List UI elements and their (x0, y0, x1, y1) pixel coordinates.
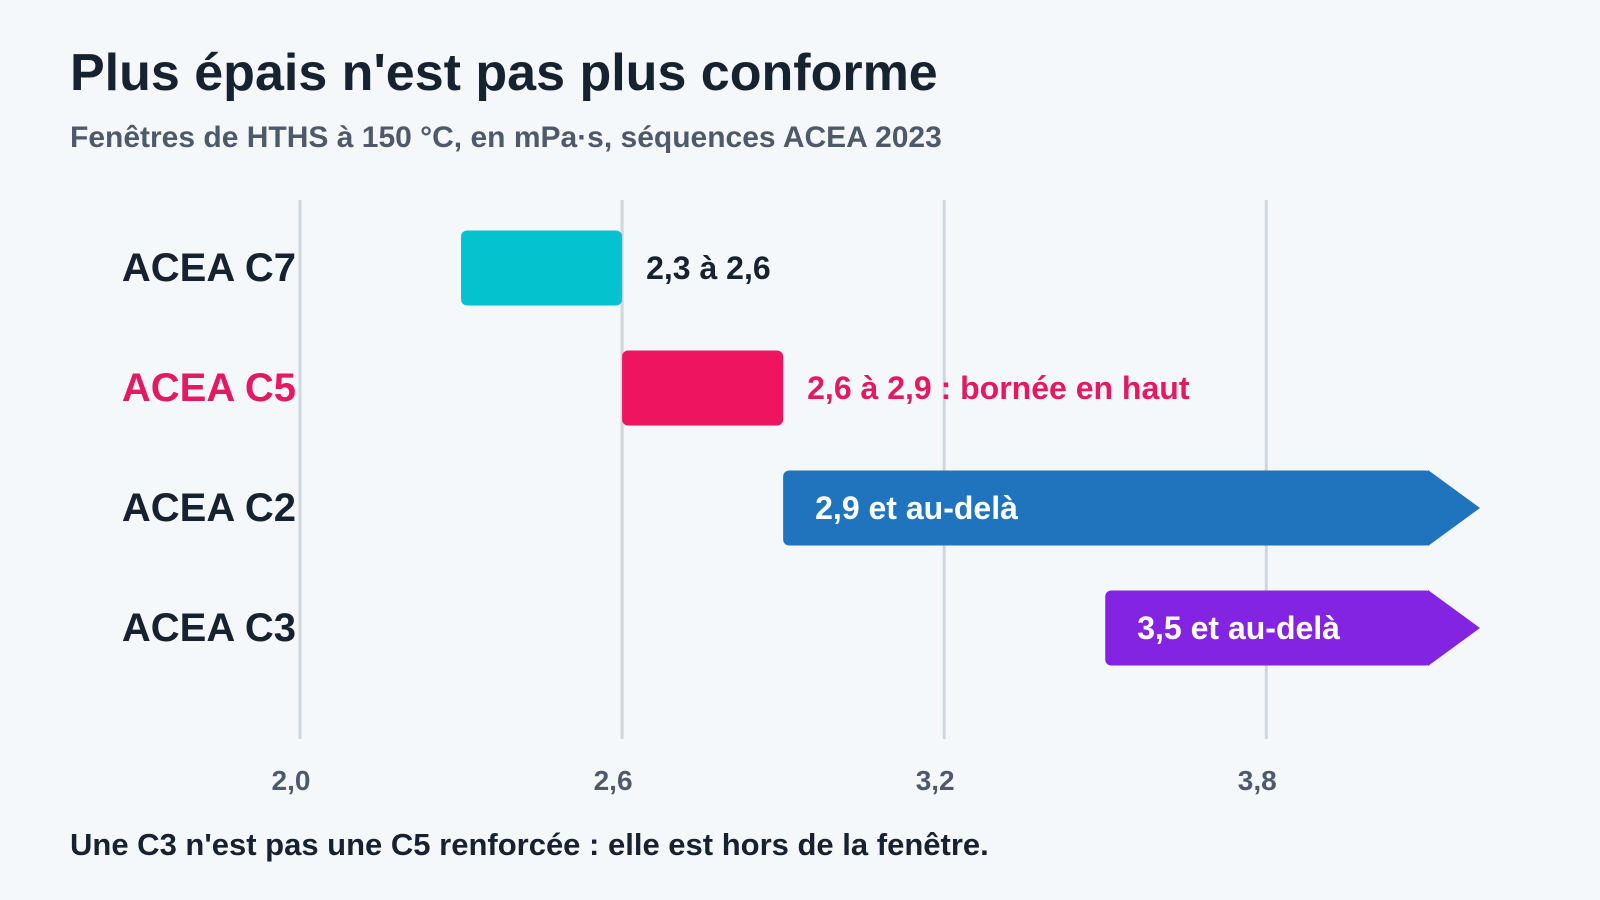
label-layer: 2,0 2,6 3,2 3,8 ACEA C7 2,3 à 2,6 ACEA C5 2,6 à… (122, 246, 1340, 796)
bar-layer (461, 230, 1480, 666)
category-label: ACEA C3 (122, 606, 296, 650)
x-tick-label: 2,6 (594, 765, 633, 796)
x-tick-label: 3,2 (916, 765, 955, 796)
chart-footnote: Une C3 n'est pas une C5 renforcée : elle… (70, 827, 989, 862)
open-ended-arrow (1428, 470, 1480, 546)
chart-title: Plus épais n'est pas plus conforme (70, 44, 938, 102)
data-label: 3,5 et au-delà (1137, 610, 1340, 646)
range-bar (461, 230, 623, 306)
range-bar (783, 470, 1432, 546)
category-label: ACEA C7 (122, 246, 296, 290)
range-bar (1105, 590, 1432, 666)
x-tick-label: 3,8 (1238, 765, 1277, 796)
category-label: ACEA C2 (122, 486, 296, 530)
data-label: 2,3 à 2,6 (646, 250, 771, 286)
range-bar (622, 350, 784, 426)
data-label: 2,9 et au-delà (815, 490, 1018, 526)
category-label: ACEA C5 (122, 366, 296, 410)
x-tick-label: 2,0 (272, 765, 311, 796)
data-label: 2,6 à 2,9 : bornée en haut (807, 370, 1190, 406)
chart-subtitle: Fenêtres de HTHS à 150 °C, en mPa·s, séq… (70, 121, 942, 154)
open-ended-arrow (1428, 590, 1480, 666)
